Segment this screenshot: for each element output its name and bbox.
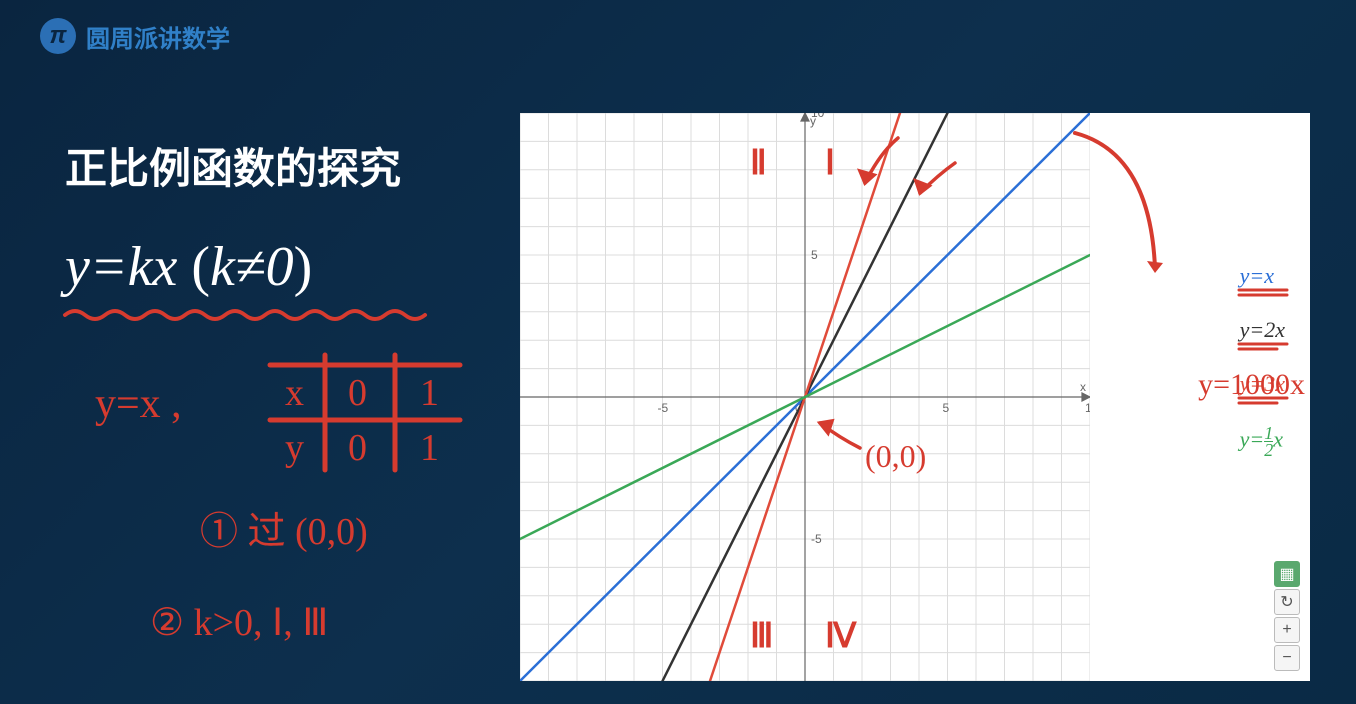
quadrant-1-label: Ⅰ — [825, 143, 835, 183]
y-axis-label: y — [810, 114, 816, 128]
svg-text:-5: -5 — [811, 532, 822, 546]
handwritten-example-fn: y=x , — [95, 380, 182, 428]
table-row-0: 0 — [348, 427, 367, 469]
table-row-1: 1 — [420, 427, 439, 469]
channel-title: 圆周派讲数学 — [86, 19, 230, 54]
coordinate-chart[interactable]: -50510-5510 x y — [520, 113, 1090, 681]
handwritten-y1000: y=1000x — [1198, 368, 1305, 402]
legend-item-yhalfx: y=12x — [1240, 425, 1285, 458]
zoom-in-button[interactable]: + — [1274, 617, 1300, 643]
table-header-1: 1 — [420, 372, 439, 414]
legend-item-yx: y=x — [1240, 263, 1285, 289]
quadrant-3-label: Ⅲ — [750, 616, 773, 656]
zoom-out-button[interactable]: − — [1274, 645, 1300, 671]
graph-panel: -50510-5510 x y Ⅰ Ⅱ Ⅲ Ⅳ (0,0) y=x y=2x — [520, 113, 1310, 681]
legend-item-y2x: y=2x — [1240, 317, 1285, 343]
svg-text:5: 5 — [811, 248, 818, 262]
lesson-title: 正比例函数的探究 — [65, 135, 401, 196]
origin-annotation: (0,0) — [865, 438, 926, 475]
svg-text:-5: -5 — [658, 401, 669, 415]
quadrant-4-label: Ⅳ — [825, 616, 856, 656]
svg-text:5: 5 — [943, 401, 950, 415]
pi-logo-icon: π — [40, 18, 76, 54]
table-row-y: y — [285, 427, 304, 469]
legend-underline-icon — [1237, 287, 1292, 297]
chart-controls: ▦ ↻ + − — [1274, 561, 1300, 671]
x-axis-label: x — [1080, 380, 1086, 394]
legend-underline-icon — [1237, 341, 1292, 351]
arrow-to-legend-icon — [1055, 113, 1205, 313]
channel-header: π 圆周派讲数学 — [40, 18, 230, 54]
handwritten-xy-table: x 0 1 y 0 1 — [260, 350, 480, 480]
table-header-0: 0 — [348, 372, 367, 414]
formula-underline-icon — [60, 305, 440, 325]
proportional-formula: y=kx (k≠0) — [65, 235, 312, 299]
chart-legend: y=x y=2x y=3x y=12x — [1240, 263, 1285, 458]
reset-button[interactable]: ↻ — [1274, 589, 1300, 615]
svg-text:10: 10 — [1085, 401, 1090, 415]
table-header-x: x — [285, 372, 304, 414]
handwritten-note-1: ① 过 (0,0) — [200, 500, 368, 555]
grid-toggle-button[interactable]: ▦ — [1274, 561, 1300, 587]
handwritten-note-2: ② k>0, Ⅰ, Ⅲ — [150, 600, 328, 645]
quadrant-2-label: Ⅱ — [750, 143, 767, 183]
